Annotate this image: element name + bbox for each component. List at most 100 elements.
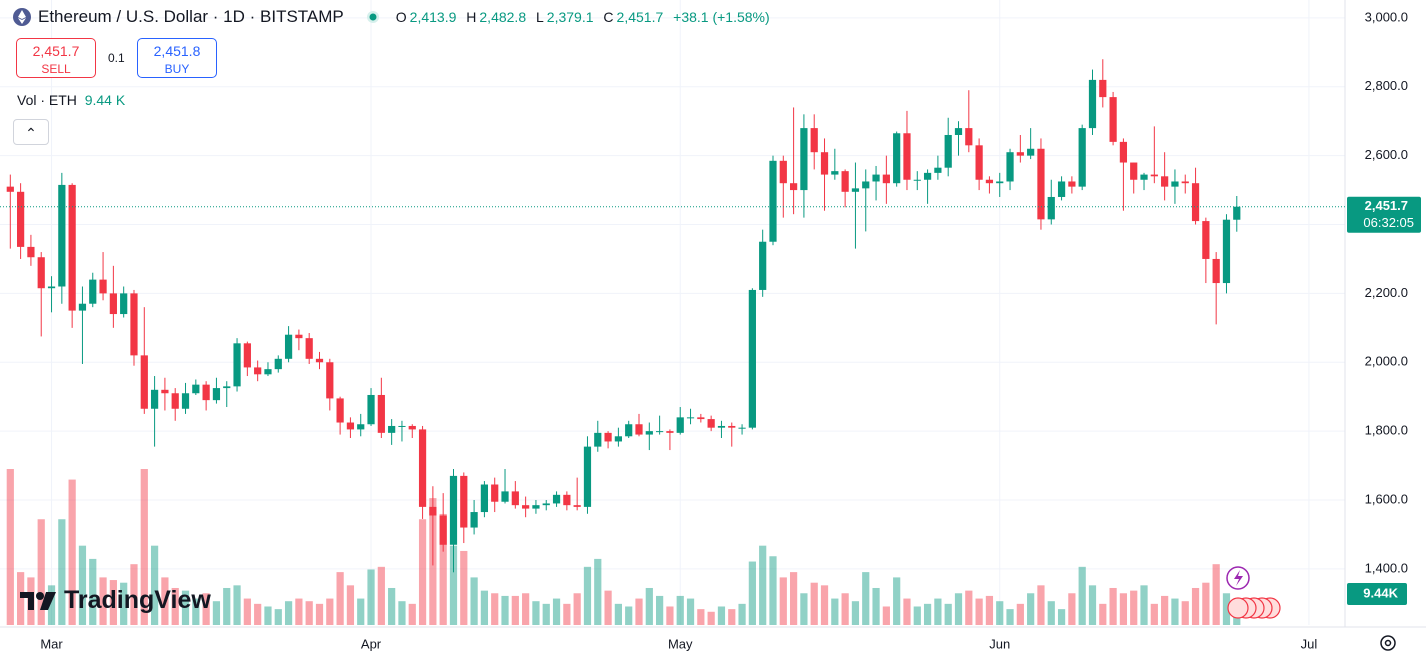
volume-bar — [923, 603, 932, 625]
volume-bar — [1068, 593, 1076, 625]
volume-bar — [305, 601, 313, 625]
x-tick-label: Jul — [1301, 636, 1318, 651]
candle-body — [656, 431, 664, 433]
candle-body — [573, 505, 581, 507]
volume-axis-label: 9.44K — [1363, 585, 1398, 600]
candle-body — [1222, 219, 1231, 284]
volume-bar — [408, 603, 416, 625]
candle-body — [676, 417, 684, 433]
volume-bar — [274, 609, 282, 625]
candle-body — [274, 358, 282, 370]
volume-bar — [192, 598, 200, 625]
volume-bar — [1057, 609, 1066, 625]
candle-body — [336, 398, 344, 423]
candle-body — [1140, 174, 1148, 180]
volume-bar — [284, 601, 293, 625]
volume-bar — [1130, 590, 1138, 625]
volume-bar — [161, 577, 169, 625]
candle-body — [6, 186, 14, 192]
volume-bar — [140, 469, 148, 625]
volume-bar — [944, 603, 952, 625]
volume-bar — [130, 564, 138, 625]
volume-bar — [171, 587, 179, 625]
candle-body — [686, 417, 695, 419]
volume-bar — [583, 566, 592, 625]
candle-body — [604, 432, 612, 442]
volume-bar — [418, 519, 427, 625]
volume-bar — [243, 598, 251, 625]
volume-bar — [491, 593, 499, 625]
volume-bar — [594, 558, 602, 625]
candle-body — [68, 184, 76, 311]
candle-body — [109, 293, 117, 315]
candle-body — [552, 494, 561, 504]
candle-body — [965, 128, 973, 146]
candle-body — [779, 160, 787, 184]
volume-bar — [985, 595, 994, 625]
candle-body — [789, 183, 798, 191]
last-price-box — [1347, 196, 1421, 233]
ohlc-value: 2,451.7 — [616, 9, 664, 25]
candle-body — [923, 172, 932, 180]
volume-bar — [779, 577, 787, 625]
volume-bar — [17, 572, 25, 625]
volume-bar — [1047, 601, 1055, 625]
volume-bar — [377, 566, 385, 625]
volume-bar — [686, 598, 695, 625]
quantity[interactable]: 0.1 — [108, 51, 125, 65]
candle-body — [645, 431, 653, 435]
news-flag — [1227, 597, 1249, 619]
candle-body — [985, 179, 994, 184]
volume-bar — [6, 469, 14, 625]
candle-body — [1233, 206, 1241, 220]
candle-body — [140, 355, 148, 409]
volume-bar — [769, 556, 777, 625]
candle-body — [1068, 181, 1076, 187]
volume-bar — [1161, 595, 1169, 625]
volume-legend-label: Vol · ETH — [17, 92, 77, 108]
candle-body — [284, 334, 293, 359]
buy-button[interactable]: 2,451.8 BUY — [137, 38, 217, 78]
candle-body — [1027, 148, 1035, 156]
ohlc-label: H — [466, 9, 477, 25]
volume-bar — [728, 609, 736, 625]
volume-box — [1347, 583, 1407, 605]
x-tick-label: Mar — [40, 636, 63, 651]
volume-bar — [614, 603, 622, 625]
candle-body — [408, 425, 416, 430]
volume-bar — [1078, 566, 1086, 625]
candle-body — [717, 425, 726, 428]
buy-price: 2,451.8 — [153, 43, 201, 59]
y-tick-label: 1,600.0 — [1365, 491, 1408, 506]
volume-bar — [656, 595, 664, 625]
collapse-button[interactable]: ⌃ — [13, 119, 49, 145]
sell-button[interactable]: 2,451.7 SELL — [16, 38, 96, 78]
volume-bar — [99, 577, 107, 625]
candle-body — [893, 133, 901, 184]
volume-bar — [522, 593, 530, 625]
volume-bar — [851, 601, 860, 625]
ohlc-value: 2,379.1 — [546, 9, 594, 25]
volume-bar — [89, 558, 97, 625]
volume-bar — [965, 590, 973, 625]
volume-bar — [1171, 598, 1179, 625]
candle-body — [862, 181, 870, 189]
candle-body — [120, 293, 128, 315]
change: +38.1 (+1.58%) — [673, 9, 770, 25]
candle-body — [161, 389, 169, 394]
candle-body — [532, 505, 540, 509]
candle-body — [522, 505, 530, 509]
volume-bar — [625, 606, 633, 625]
candle-body — [295, 334, 303, 339]
volume-bar — [1222, 593, 1231, 625]
volume-legend-value: 9.44 K — [84, 92, 126, 108]
volume-bar — [181, 590, 190, 625]
candle-body — [1016, 152, 1024, 156]
volume-bar — [676, 595, 684, 625]
volume-bar — [223, 587, 231, 625]
candle-body — [418, 429, 427, 507]
volume-bar — [388, 587, 396, 625]
candle-body — [1037, 148, 1045, 220]
candle-body — [759, 241, 767, 290]
